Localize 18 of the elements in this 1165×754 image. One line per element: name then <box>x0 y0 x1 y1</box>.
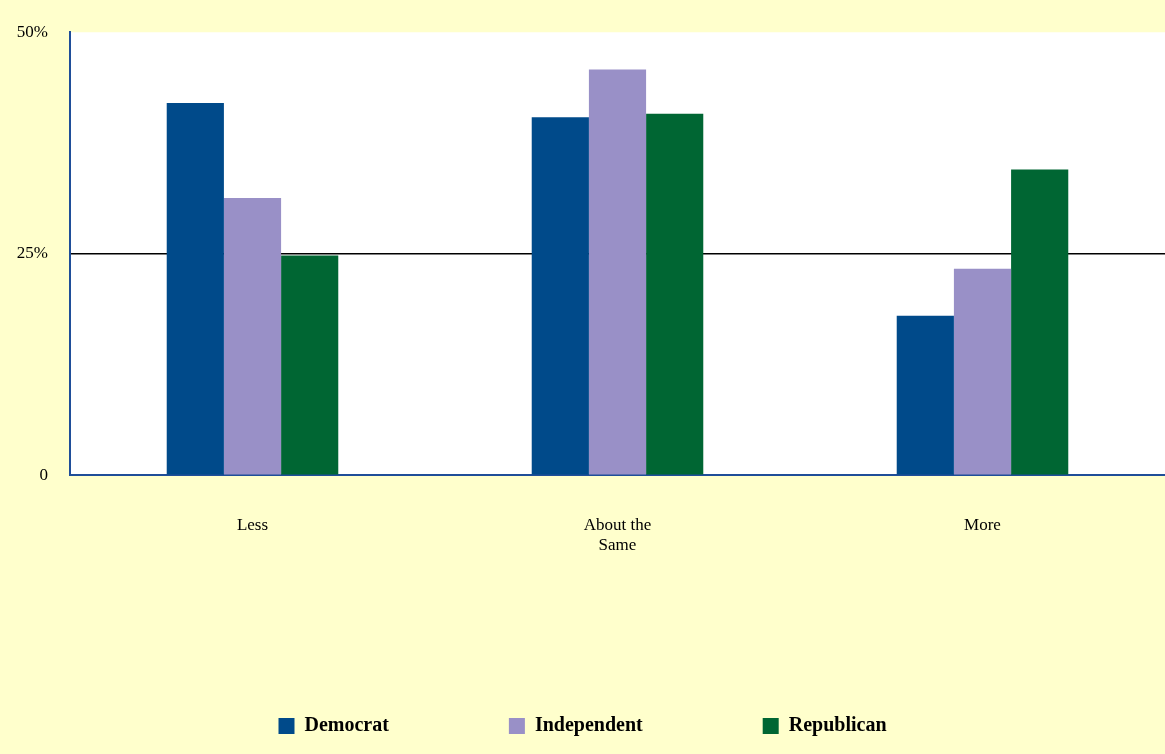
bar <box>223 197 282 475</box>
y-tick-label: 50% <box>16 21 48 41</box>
bar <box>646 113 704 475</box>
x-tick-label: About the Same <box>583 514 652 555</box>
bar <box>588 69 647 475</box>
legend-label: Republican <box>788 713 887 737</box>
bar <box>531 117 589 475</box>
legend-label: Independent <box>534 713 644 737</box>
bar <box>281 255 339 475</box>
x-tick-label: Less <box>236 514 269 534</box>
y-tick-label: 0 <box>39 464 48 484</box>
x-tick-label: More <box>964 514 1001 534</box>
legend-label: Democrat <box>304 713 390 736</box>
y-tick-label: 25% <box>16 243 48 263</box>
bar <box>1011 169 1069 475</box>
bar <box>166 103 224 475</box>
bar <box>896 315 954 475</box>
bar <box>953 268 1012 475</box>
